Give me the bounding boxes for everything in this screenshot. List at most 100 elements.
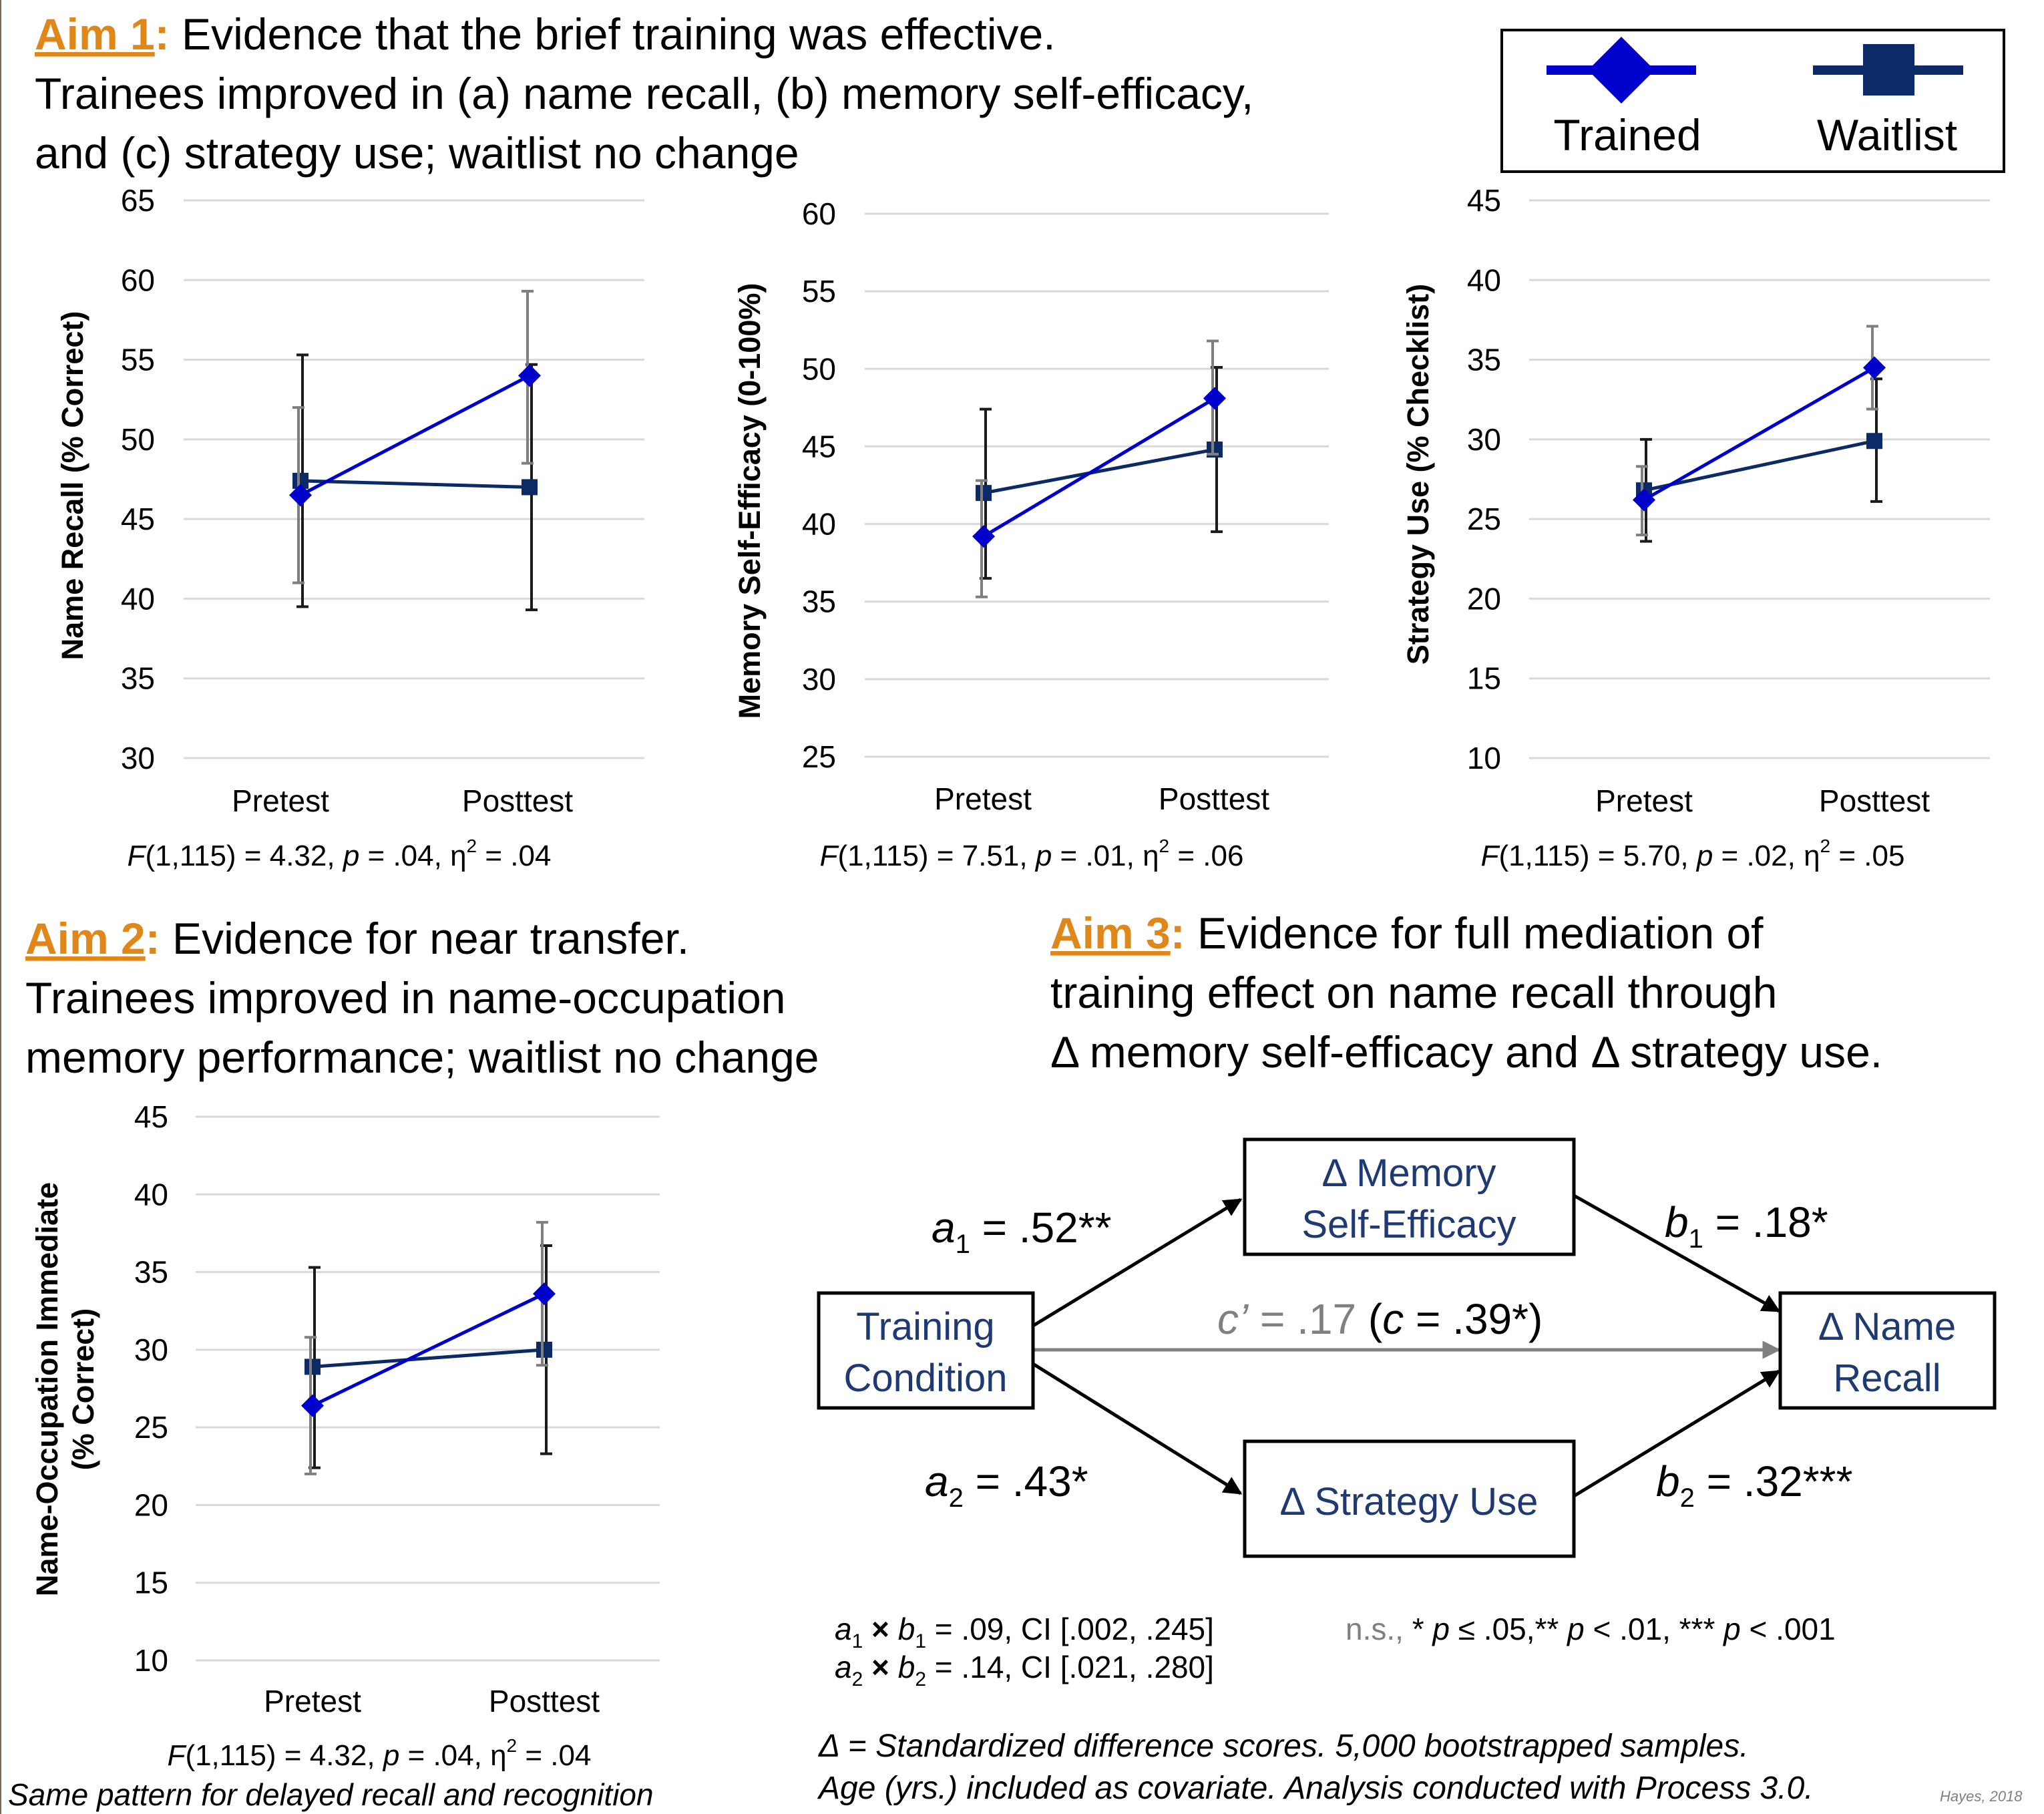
box-name-recall (1778, 1291, 1997, 1410)
chart4-y-ticks: 10 15 20 25 30 35 40 45 (134, 1099, 168, 1678)
arrow-strategy-to-recall (1573, 1369, 1781, 1498)
chart3-trained-point-0 (1633, 488, 1655, 512)
chart1-trained-point-1 (518, 364, 541, 387)
significance-key: n.s., * p ≤ .05,** p < .01, *** p < .001 (1346, 1612, 1836, 1646)
indirect-effect-row1: a1 × b1 = .09, CI [.002, .245] (835, 1612, 1214, 1652)
aim3-title-line2: training effect on name recall through (1050, 968, 1777, 1017)
chart3-gridlines (1529, 199, 1990, 759)
chart3-waitlist-line (1643, 439, 1875, 492)
chart2-ytick-50: 50 (802, 351, 836, 386)
chart4-ytick-45: 45 (134, 1099, 168, 1134)
chart-strategy-use: 10 15 20 25 30 35 40 45 Pretest Posttest Strate… (1401, 183, 1990, 872)
legend-trained-label: Trained (1553, 110, 1701, 160)
chart3-xtick-pretest: Pretest (1595, 783, 1693, 818)
chart3-ytick-40: 40 (1467, 262, 1501, 297)
chart3-trained-point-1 (1863, 356, 1886, 379)
chart4-ytick-30: 30 (134, 1332, 168, 1367)
arrow-training-to-strategy (1032, 1362, 1243, 1495)
box-memory-self-efficacy-line2: Self-Efficacy (1301, 1203, 1516, 1246)
aim3-title-line1: Aim 3: Evidence for full mediation of (1050, 908, 1764, 958)
chart3-ytick-20: 20 (1467, 581, 1501, 616)
chart2-ytick-55: 55 (802, 274, 836, 309)
aim2-label: Aim 2 (25, 914, 146, 963)
chart4-trained-line (311, 1292, 546, 1407)
chart4-waitlist-line (312, 1348, 545, 1369)
chart2-trained-point-1 (1203, 387, 1226, 410)
chart1-ytick-60: 60 (121, 262, 155, 297)
chart1-ytick-45: 45 (121, 502, 155, 536)
aim3-heading: Aim 3: Evidence for full mediation of tr… (1050, 908, 1882, 1077)
aim1-statement: Evidence that the brief training was eff… (170, 9, 1056, 59)
legend-trained-diamond-icon (1588, 37, 1655, 104)
aim3-colon: : (1171, 908, 1185, 958)
footnotes: Δ = Standardized difference scores. 5,00… (817, 1729, 2023, 1806)
chart4-waitlist-point-1 (536, 1341, 552, 1358)
chart4-gridlines (196, 1115, 660, 1662)
chart4-ytick-40: 40 (134, 1177, 168, 1212)
box-name-recall-line2: Recall (1833, 1356, 1940, 1400)
aim1-title-line3: and (c) strategy use; waitlist no change (35, 128, 799, 178)
indirect-effect-row2: a2 × b2 = .14, CI [.021, .280] (835, 1650, 1214, 1690)
chart4-ytick-35: 35 (134, 1255, 168, 1290)
aim2-title-line3: memory performance; waitlist no change (25, 1033, 819, 1082)
path-b2-label: b2 = .32*** (1656, 1457, 1852, 1513)
box-name-recall-line1: Δ Name (1818, 1305, 1956, 1348)
chart1-y-ticks: 30 35 40 45 50 55 60 65 (121, 183, 155, 775)
aim2-colon: : (146, 914, 160, 963)
chart1-waitlist-line (300, 479, 530, 489)
mediation-diagram: Training Condition Δ Memory Self-Efficac… (817, 1137, 1997, 1558)
chart2-gridlines (865, 212, 1329, 758)
chart4-waitlist-point-0 (304, 1358, 321, 1375)
arrow-mse-to-recall (1573, 1194, 1781, 1313)
chart3-ytick-45: 45 (1467, 183, 1501, 218)
chart-memory-self-efficacy: 25 30 35 40 45 50 55 60 Pretest Posttest Memory… (733, 196, 1329, 872)
chart3-ytick-15: 15 (1467, 661, 1501, 696)
aim3-title-line3: Δ memory self-efficacy and Δ strategy us… (1050, 1027, 1882, 1077)
box-strategy-use-label: Δ Strategy Use (1280, 1480, 1539, 1523)
chart1-stat-line: F(1,115) = 4.32, p = .04, η2 = .04 (128, 836, 552, 872)
chart4-note: Same pattern for delayed recall and reco… (8, 1777, 654, 1812)
chart1-trained-line (299, 374, 531, 497)
legend-waitlist-square-icon (1863, 44, 1914, 96)
legend: Trained Waitlist (1500, 29, 2005, 173)
chart2-xtick-pretest: Pretest (934, 781, 1032, 816)
chart4-series (301, 1221, 556, 1475)
chart2-trained-point-0 (972, 525, 995, 548)
chart1-xtick-posttest: Posttest (462, 783, 573, 818)
box-memory-self-efficacy (1243, 1137, 1576, 1256)
aim2-title-line2: Trainees improved in name-occupation (25, 973, 785, 1023)
box-training-condition-line2: Condition (843, 1356, 1007, 1400)
chart1-xtick-pretest: Pretest (232, 783, 329, 818)
chart1-y-axis-label: Name Recall (% Correct) (55, 311, 89, 661)
chart3-y-ticks: 10 15 20 25 30 35 40 45 (1467, 183, 1501, 775)
legend-waitlist-label: Waitlist (1817, 110, 1957, 160)
chart2-series (972, 339, 1226, 598)
chart4-trained-point-0 (301, 1394, 324, 1417)
footnote-credit: Hayes, 2018 (1940, 1788, 2023, 1805)
chart1-series (289, 289, 541, 612)
chart-name-occupation: 10 15 20 25 30 35 40 45 Pretest Posttest Name-O… (8, 1099, 660, 1812)
chart2-stat-line: F(1,115) = 7.51, p = .01, η2 = .06 (820, 836, 1244, 872)
chart1-ytick-50: 50 (121, 422, 155, 457)
footnote-line1: Δ = Standardized difference scores. 5,00… (818, 1729, 1749, 1764)
chart4-y-axis-label-line2: (% Correct) (66, 1308, 100, 1471)
chart3-ytick-35: 35 (1467, 343, 1501, 377)
chart3-ytick-30: 30 (1467, 422, 1501, 457)
box-memory-self-efficacy-line1: Δ Memory (1321, 1151, 1496, 1195)
chart2-xtick-posttest: Posttest (1159, 781, 1269, 816)
chart4-ytick-15: 15 (134, 1566, 168, 1600)
aim1-title-line2: Trainees improved in (a) name recall, (b… (35, 69, 1253, 118)
box-training-condition (817, 1291, 1035, 1410)
chart2-ytick-35: 35 (802, 584, 836, 619)
chart4-ytick-10: 10 (134, 1643, 168, 1678)
chart2-y-ticks: 25 30 35 40 45 50 55 60 (802, 196, 836, 774)
chart2-ytick-60: 60 (802, 196, 836, 231)
chart-name-recall: 30 35 40 45 50 55 60 65 Pretest Posttest Name R… (55, 183, 644, 872)
chart4-ytick-25: 25 (134, 1410, 168, 1445)
chart3-series (1633, 325, 1886, 543)
aim2-heading: Aim 2: Evidence for near transfer. Train… (25, 914, 819, 1082)
chart2-waitlist-line (983, 447, 1215, 495)
chart1-gridlines (184, 199, 644, 759)
aim1-title-line1: Aim 1: Evidence that the brief training … (35, 9, 1056, 59)
